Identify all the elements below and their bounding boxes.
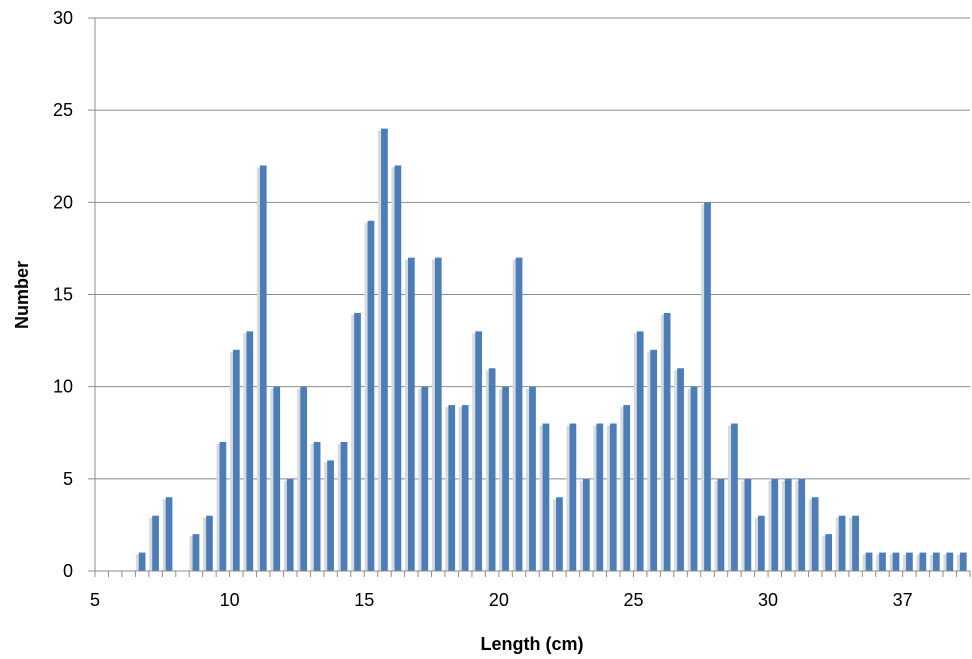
y-tick-labels: 0 5 10 15 20 25 30 <box>53 8 73 581</box>
bar <box>596 423 604 571</box>
bar <box>623 405 631 571</box>
bar <box>663 312 671 571</box>
x-tick-label: 20 <box>489 590 509 610</box>
bar <box>879 552 886 571</box>
y-tick-label: 25 <box>53 100 73 120</box>
bar <box>165 497 173 571</box>
bar <box>219 441 227 571</box>
bar <box>502 386 509 571</box>
bar <box>744 478 752 571</box>
bar <box>327 460 334 571</box>
bar <box>138 552 146 571</box>
bar <box>798 478 806 571</box>
bar <box>273 386 281 571</box>
y-tick-label: 20 <box>53 192 73 212</box>
y-tick-label: 5 <box>63 469 73 489</box>
x-tick-label: 5 <box>90 590 100 610</box>
x-tick-label: 10 <box>220 590 240 610</box>
x-tick-label: 15 <box>354 590 374 610</box>
bar <box>206 515 213 571</box>
bar <box>407 257 415 571</box>
bar <box>448 405 456 571</box>
bar <box>556 497 563 571</box>
bar <box>367 220 375 571</box>
bar <box>959 552 967 571</box>
bar <box>757 515 765 571</box>
bar <box>838 515 846 571</box>
bar <box>677 368 684 571</box>
bar <box>932 552 940 571</box>
x-tick-label: 37 <box>893 590 913 610</box>
y-tick-label: 0 <box>63 561 73 581</box>
bar <box>313 441 321 571</box>
bar <box>919 552 927 571</box>
x-tick-labels: 5 10 15 20 25 30 37 <box>90 590 913 610</box>
bar <box>246 331 254 571</box>
bar <box>475 331 483 571</box>
bar <box>771 478 779 571</box>
bar <box>461 405 469 571</box>
bar <box>515 257 523 571</box>
x-axis-title: Length (cm) <box>481 634 584 654</box>
bars <box>135 128 967 572</box>
bar <box>582 478 590 571</box>
bar <box>690 386 698 571</box>
bar <box>906 552 913 571</box>
bar <box>811 497 819 571</box>
bar <box>731 423 738 571</box>
y-axis-title: Number <box>12 261 32 329</box>
x-tick-label: 30 <box>758 590 778 610</box>
bar <box>636 331 644 571</box>
bar <box>354 312 361 571</box>
bar <box>434 257 442 571</box>
bar <box>340 441 348 571</box>
bar <box>529 386 536 571</box>
bar <box>946 552 954 571</box>
bar <box>152 515 159 571</box>
bar <box>192 534 200 571</box>
x-tick-label: 25 <box>623 590 643 610</box>
bar <box>852 515 859 571</box>
bar <box>892 552 900 571</box>
bar <box>650 349 658 571</box>
bar <box>286 478 294 571</box>
bar <box>300 386 308 571</box>
gridlines <box>95 17 970 480</box>
bar <box>394 165 402 571</box>
bar <box>784 478 792 571</box>
bar <box>421 386 429 571</box>
bar <box>381 128 388 571</box>
bar <box>865 552 873 571</box>
bar <box>259 165 267 571</box>
axes <box>88 17 971 577</box>
bar <box>569 423 577 571</box>
y-tick-label: 30 <box>53 8 73 28</box>
bar <box>704 202 711 572</box>
y-tick-label: 15 <box>53 285 73 305</box>
bar <box>542 423 550 571</box>
y-tick-label: 10 <box>53 377 73 397</box>
bar <box>717 478 725 571</box>
bar <box>488 368 496 571</box>
bar <box>609 423 617 571</box>
bar <box>825 534 833 571</box>
bar <box>232 349 240 571</box>
